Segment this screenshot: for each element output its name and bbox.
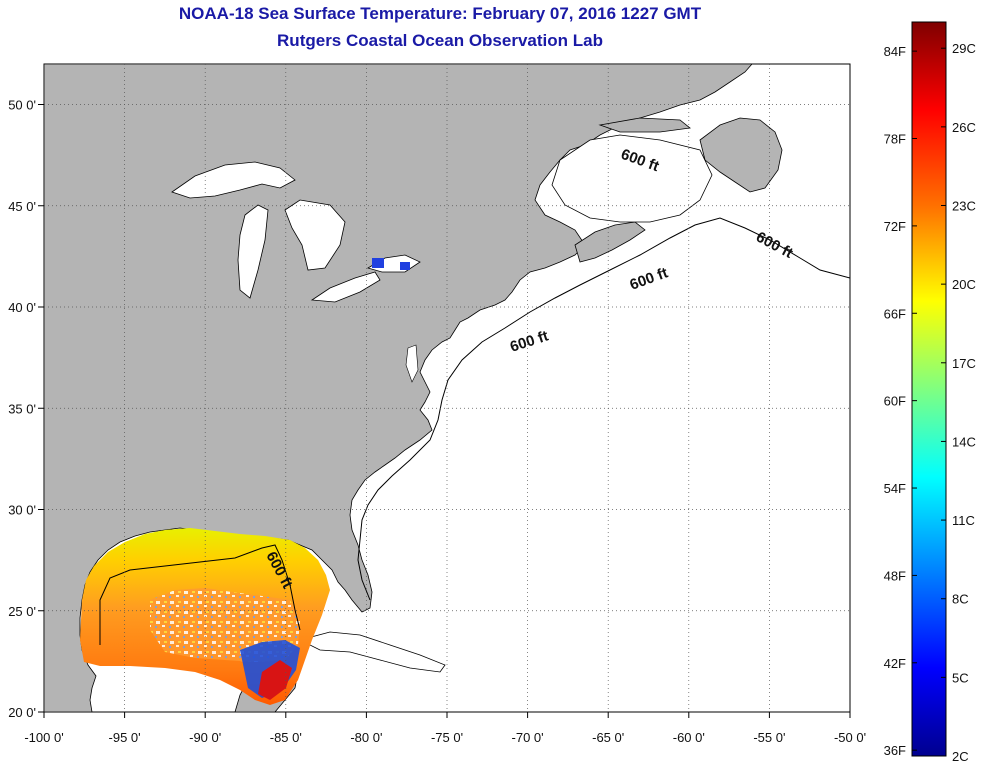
map-subtitle: Rutgers Coastal Ocean Observation Lab: [277, 31, 603, 50]
colorbar-label-f: 42F: [884, 656, 906, 671]
lat-tick-label: 40 0': [8, 300, 36, 315]
lon-tick-label: -60 0': [673, 730, 705, 745]
lat-tick-label: 25 0': [8, 604, 36, 619]
lake-erie: [310, 271, 381, 303]
lon-tick-label: -55 0': [753, 730, 785, 745]
nova-scotia-land: [574, 221, 646, 263]
colorbar-label-c: 29C: [952, 41, 976, 56]
colorbar-label-f: 36F: [884, 743, 906, 758]
lat-tick-label: 20 0': [8, 705, 36, 720]
lon-tick-label: -100 0': [24, 730, 63, 745]
newfoundland-land: [699, 117, 783, 193]
colorbar-label-f: 72F: [884, 219, 906, 234]
isobath-600ft-gulf: [99, 544, 301, 645]
colorbar-label-c: 26C: [952, 120, 976, 135]
graticule: [44, 64, 850, 712]
lat-tick-label: 35 0': [8, 401, 36, 416]
lon-tick-label: -80 0': [350, 730, 382, 745]
lon-tick-label: -85 0': [270, 730, 302, 745]
lon-tick-label: -65 0': [592, 730, 624, 745]
colorbar-label-f: 54F: [884, 481, 906, 496]
lake-huron: [284, 199, 346, 271]
north-america-land: [44, 64, 753, 712]
colorbar-label-c: 23C: [952, 199, 976, 214]
colorbar-label-c: 5C: [952, 670, 969, 685]
lon-tick-label: -75 0': [431, 730, 463, 745]
lake-superior: [171, 161, 296, 199]
lon-tick-label: -50 0': [834, 730, 866, 745]
colorbar-label-f: 48F: [884, 568, 906, 583]
map-title: NOAA-18 Sea Surface Temperature: Februar…: [178, 4, 702, 23]
colorbar-label-f: 60F: [884, 394, 906, 409]
isobath-600ft-atlantic: [357, 217, 850, 601]
lat-tick-label: 45 0': [8, 199, 36, 214]
colorbar-label-c: 8C: [952, 592, 969, 607]
lon-tick-label: -95 0': [109, 730, 141, 745]
lon-tick-label: -70 0': [512, 730, 544, 745]
colorbar-label-f: 66F: [884, 306, 906, 321]
colorbar-label-c: 20C: [952, 277, 976, 292]
cuba-land: [298, 631, 446, 673]
lat-tick-label: 50 0': [8, 98, 36, 113]
lat-tick-label: 30 0': [8, 503, 36, 518]
colorbar: [911, 21, 947, 757]
colorbar-label-f: 78F: [884, 132, 906, 147]
colorbar-label-c: 11C: [952, 513, 975, 528]
colorbar-label-f: 84F: [884, 44, 906, 59]
colorbar-label-c: 14C: [952, 434, 976, 449]
lon-tick-label: -90 0': [189, 730, 221, 745]
colorbar-label-c: 17C: [952, 356, 976, 371]
colorbar-label-c: 2C: [952, 749, 969, 764]
lake-michigan: [237, 204, 269, 299]
